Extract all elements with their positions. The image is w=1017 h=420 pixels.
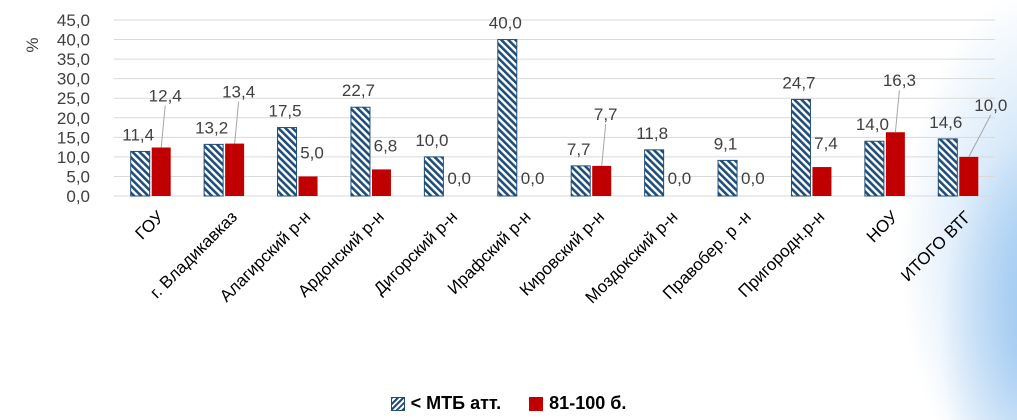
bar-high	[885, 132, 905, 196]
data-label-high: 0,0	[668, 169, 692, 188]
bar-high	[151, 147, 171, 196]
legend-entry-high: 81-100 б.	[529, 393, 626, 414]
bar-mtb	[277, 127, 298, 197]
bar-mtb	[350, 106, 371, 197]
bar-mtb	[130, 150, 151, 197]
data-label-high: 0,0	[521, 169, 545, 188]
legend-label-mtb: < МТБ атт.	[410, 393, 502, 413]
legend-entry-mtb: < МТБ атт.	[390, 393, 502, 414]
y-tick-label: 15,0	[57, 128, 90, 147]
data-label-high: 16,3	[883, 71, 916, 90]
bar-mtb	[790, 98, 811, 197]
data-label-high: 13,4	[222, 83, 255, 102]
data-label-high: 10,0	[974, 96, 1007, 115]
leader-line	[968, 114, 992, 158]
y-tick-label: 0,0	[66, 187, 90, 206]
bar-mtb	[203, 143, 224, 197]
data-label-high: 7,7	[594, 105, 618, 124]
leader-line	[601, 123, 607, 166]
data-label-high: 0,0	[447, 169, 471, 188]
y-tick-label: 10,0	[57, 148, 90, 167]
y-tick-label: 20,0	[57, 109, 90, 128]
data-label-mtb: 10,0	[415, 131, 448, 150]
category-label: НОУ	[863, 207, 902, 246]
bar-high	[592, 165, 612, 196]
data-label-high: 7,4	[814, 134, 838, 153]
bar-high	[812, 167, 832, 196]
category-label: ГОУ	[132, 207, 168, 243]
bar-high	[225, 143, 245, 196]
bar-high	[371, 169, 391, 196]
y-tick-label: 30,0	[57, 70, 90, 89]
data-label-mtb: 14,6	[929, 113, 962, 132]
data-label-high: 0,0	[741, 169, 765, 188]
leader-line	[160, 105, 166, 148]
bar-mtb	[423, 156, 444, 197]
leader-line	[234, 101, 240, 144]
bar-mtb	[644, 149, 665, 197]
bar-mtb	[937, 138, 958, 197]
data-label-mtb: 7,7	[567, 140, 591, 159]
data-label-mtb: 17,5	[268, 102, 301, 121]
y-tick-label: 25,0	[57, 89, 90, 108]
bar-mtb	[864, 140, 885, 197]
y-tick-label: 45,0	[57, 11, 90, 30]
legend-swatch-red	[529, 396, 544, 411]
leader-line	[894, 90, 900, 133]
legend-label-high: 81-100 б.	[549, 393, 627, 413]
data-label-mtb: 40,0	[489, 14, 522, 33]
bar-mtb	[497, 39, 518, 197]
leader-lines	[160, 90, 992, 166]
bar-mtb	[570, 165, 591, 197]
bar-high	[298, 176, 318, 196]
bar-high	[959, 156, 979, 196]
bar-mtb	[717, 159, 738, 197]
category-label: ИТОГО ВТГ	[897, 207, 975, 285]
data-label-high: 5,0	[300, 143, 324, 162]
gridlines	[114, 19, 995, 197]
data-label-high: 6,8	[374, 136, 398, 155]
data-label-mtb: 13,2	[195, 118, 228, 137]
data-label-high: 12,4	[149, 87, 182, 106]
legend-swatch-hatch	[390, 396, 405, 411]
data-label-mtb: 14,0	[856, 115, 889, 134]
y-tick-label: 35,0	[57, 50, 90, 69]
data-label-mtb: 24,7	[782, 73, 815, 92]
y-tick-label: 5,0	[66, 167, 90, 186]
data-label-mtb: 11,4	[122, 125, 154, 144]
data-labels: 11,4 12,4 13,2 13,4 17,5 5,0 22,7 6,8 10,0 0,0 40,…	[122, 14, 1007, 188]
data-label-mtb: 9,1	[714, 134, 738, 153]
legend: < МТБ атт. 81-100 б.	[0, 393, 1017, 414]
bars	[130, 39, 979, 197]
data-label-mtb: 11,8	[636, 124, 668, 143]
y-axis-label: %	[23, 37, 42, 52]
y-axis: 0,05,010,015,020,025,030,035,040,045,0	[57, 11, 90, 206]
y-tick-label: 40,0	[57, 31, 90, 50]
bar-chart: 0,05,010,015,020,025,030,035,040,045,0 %…	[23, 11, 1007, 307]
data-label-mtb: 22,7	[342, 81, 375, 100]
